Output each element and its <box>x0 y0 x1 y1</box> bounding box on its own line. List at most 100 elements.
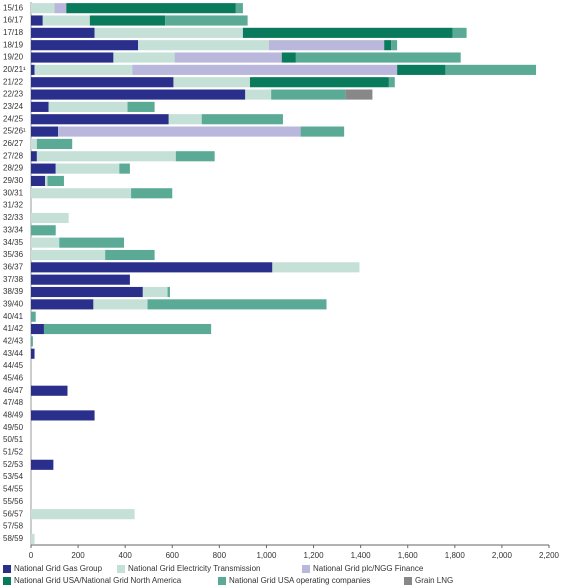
y-tick-label: 45/46 <box>3 374 24 383</box>
y-tick-label: 54/55 <box>3 485 24 494</box>
bar-segment <box>174 52 282 63</box>
y-tick-label: 56/57 <box>3 509 24 518</box>
bar-segment <box>42 15 90 26</box>
bar-segment <box>31 52 114 63</box>
y-tick-label: 31/32 <box>3 201 24 210</box>
bar-segment <box>113 52 175 63</box>
bar-segment <box>132 64 398 75</box>
legend-label: National Grid Electricity Transmission <box>128 564 260 573</box>
bar-segment <box>147 299 327 310</box>
bar-segment <box>31 101 49 112</box>
bar-segment <box>47 175 64 187</box>
bar-segment <box>31 225 56 236</box>
x-tick-label: 1,400 <box>351 551 372 560</box>
bar-segment <box>31 114 169 125</box>
bar-segment <box>31 509 135 520</box>
bar-segment <box>31 138 37 149</box>
bar-segment <box>31 89 246 100</box>
bar-segment <box>31 163 56 174</box>
bar-segment <box>31 3 55 14</box>
y-tick-label: 41/42 <box>3 324 24 333</box>
bar-segment <box>31 533 35 544</box>
y-tick-label: 20/21¹ <box>3 65 26 74</box>
bar-segment <box>48 101 128 112</box>
bar-segment <box>249 77 389 88</box>
bar-segment <box>281 52 296 63</box>
y-tick-label: 46/47 <box>3 386 24 395</box>
legend-label: National Grid Gas Group <box>14 564 103 573</box>
y-tick-label: 26/27 <box>3 139 24 148</box>
y-tick-label: 25/26¹ <box>3 127 26 136</box>
bar-segment <box>31 27 95 38</box>
y-tick-label: 32/33 <box>3 213 24 222</box>
bar-segment <box>127 101 155 112</box>
bar-segment <box>31 274 130 285</box>
y-tick-label: 15/16 <box>3 3 24 12</box>
bar-segment <box>31 410 95 421</box>
y-tick-label: 44/45 <box>3 361 24 370</box>
y-tick-label: 37/38 <box>3 275 24 284</box>
bar-segment <box>34 64 133 75</box>
legend-label: Grain LNG <box>415 576 453 585</box>
bar-segment <box>445 64 537 75</box>
y-tick-label: 53/54 <box>3 472 24 481</box>
x-tick-label: 1,000 <box>256 551 277 560</box>
legend-label: National Grid USA/National Grid North Am… <box>14 576 182 585</box>
bar-segment <box>235 3 243 14</box>
y-tick-label: 21/22 <box>3 77 24 86</box>
bar-segment <box>43 323 212 335</box>
bar-segment <box>31 188 132 199</box>
bar-segment <box>242 27 453 38</box>
bar-segment <box>31 15 43 26</box>
bar-segment <box>142 286 168 298</box>
y-tick-label: 36/37 <box>3 262 24 271</box>
y-tick-label: 27/28 <box>3 151 24 160</box>
bar-segment <box>31 262 273 273</box>
x-tick-label: 2,200 <box>539 551 560 560</box>
bar-segment <box>54 3 67 14</box>
x-tick-label: 800 <box>213 551 227 560</box>
bar-segment <box>167 286 170 298</box>
bar-segment <box>173 77 250 88</box>
bar-segment <box>31 336 33 347</box>
bar-segment <box>31 175 46 187</box>
bar-segment <box>391 40 398 51</box>
bar-segment <box>268 40 385 51</box>
x-tick-label: 0 <box>29 551 34 560</box>
y-tick-label: 57/58 <box>3 522 24 531</box>
x-tick-label: 400 <box>119 551 133 560</box>
y-tick-label: 33/34 <box>3 225 24 234</box>
y-tick-label: 40/41 <box>3 312 24 321</box>
bar-segment <box>89 15 166 26</box>
y-tick-label: 34/35 <box>3 238 24 247</box>
bar-segment <box>138 40 269 51</box>
y-tick-label: 22/23 <box>3 90 24 99</box>
bar-segment <box>168 114 202 125</box>
bar-segment <box>31 77 174 88</box>
bar-segment <box>201 114 283 125</box>
bar-segment <box>119 163 130 174</box>
bar-segment <box>300 126 345 137</box>
bar-segment <box>345 89 373 100</box>
bar-segment <box>31 385 68 396</box>
bar-segment <box>388 77 395 88</box>
bar-segment <box>175 151 215 162</box>
y-tick-label: 23/24 <box>3 102 24 111</box>
bar-segment <box>31 286 143 298</box>
bar-segment <box>31 348 35 359</box>
bar-segment <box>66 3 236 14</box>
bar-segment <box>271 89 346 100</box>
bar-segment <box>31 212 69 224</box>
legend-swatch <box>218 577 226 585</box>
y-tick-label: 43/44 <box>3 349 24 358</box>
bar-segment <box>58 126 301 137</box>
bar-segment <box>36 138 73 149</box>
bar-segment <box>45 175 48 187</box>
y-tick-label: 29/30 <box>3 176 24 185</box>
bar-segment <box>165 15 248 26</box>
bar-segment <box>31 323 44 335</box>
bar-segment <box>55 163 120 174</box>
y-tick-label: 35/36 <box>3 250 24 259</box>
y-tick-label: 47/48 <box>3 398 24 407</box>
y-tick-label: 28/29 <box>3 164 24 173</box>
